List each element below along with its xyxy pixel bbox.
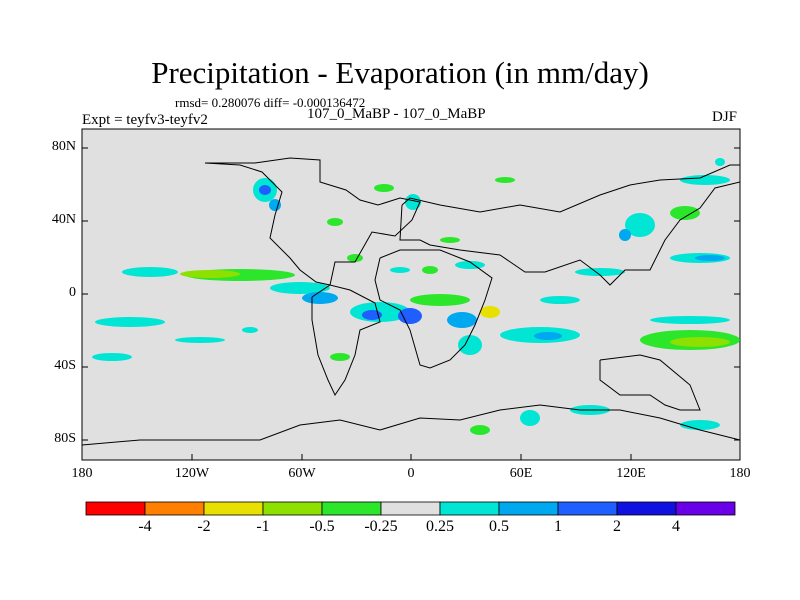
colorbar-label: 4 <box>672 518 680 535</box>
colorbar-swatch <box>439 501 500 516</box>
colorbar-label: 1 <box>554 518 562 535</box>
lat-tick: 0 <box>69 285 76 300</box>
lon-tick: 0 <box>407 466 415 481</box>
colorbar-swatch <box>498 501 559 516</box>
colorbar-swatch <box>85 501 146 516</box>
colorbar-swatch <box>144 501 205 516</box>
stats-line: rmsd= 0.280076 diff= -0.000136472 <box>175 95 366 110</box>
lon-tick: 60W <box>288 466 316 481</box>
season-label: DJF <box>712 109 738 125</box>
lat-tick: 40N <box>51 212 76 227</box>
colorbar-swatch <box>203 501 264 516</box>
lat-tick: 80S <box>54 431 76 446</box>
colorbar-swatch <box>321 501 382 516</box>
colorbar-label: 2 <box>613 518 621 535</box>
colorbar-label: 0.5 <box>489 518 509 535</box>
coast-africa <box>374 249 493 369</box>
colorbar-swatch <box>380 501 441 516</box>
lon-tick: 60E <box>509 466 533 481</box>
colorbar-label: -1 <box>256 518 270 535</box>
coast-europe-asia <box>399 164 741 286</box>
colorbar-label: 0.25 <box>426 518 454 535</box>
coast-australia <box>599 354 701 411</box>
pair-label: 107_0_MaBP - 107_0_MaBP <box>307 106 486 122</box>
lon-tick: 180 <box>729 466 751 481</box>
lat-tick: 40S <box>54 358 76 373</box>
chart-title: Precipitation - Evaporation (in mm/day) <box>151 55 649 90</box>
coast-north-america <box>204 157 421 286</box>
colorbar-label: -2 <box>197 518 211 535</box>
colorbar-label: -0.5 <box>309 518 335 535</box>
colorbar-swatch <box>675 501 736 516</box>
lat-tick: 80N <box>51 139 76 154</box>
lon-tick: 180 <box>71 466 93 481</box>
coast-south-america <box>311 284 381 397</box>
colorbar-swatch <box>616 501 677 516</box>
experiment-label: Expt = teyfv3-teyfv2 <box>82 112 208 128</box>
axis-ticks <box>81 147 741 460</box>
coastlines <box>81 157 741 446</box>
field-contours <box>92 158 740 435</box>
colorbar-swatch <box>557 501 618 516</box>
lon-tick: 120W <box>174 466 210 481</box>
colorbar-label: -0.25 <box>364 518 398 535</box>
colorbar-label: -4 <box>138 518 152 535</box>
map-frame <box>81 128 741 461</box>
colorbar <box>85 501 736 516</box>
lon-tick: 120E <box>616 466 646 481</box>
coast-antarctica <box>81 404 741 446</box>
colorbar-swatch <box>262 501 323 516</box>
